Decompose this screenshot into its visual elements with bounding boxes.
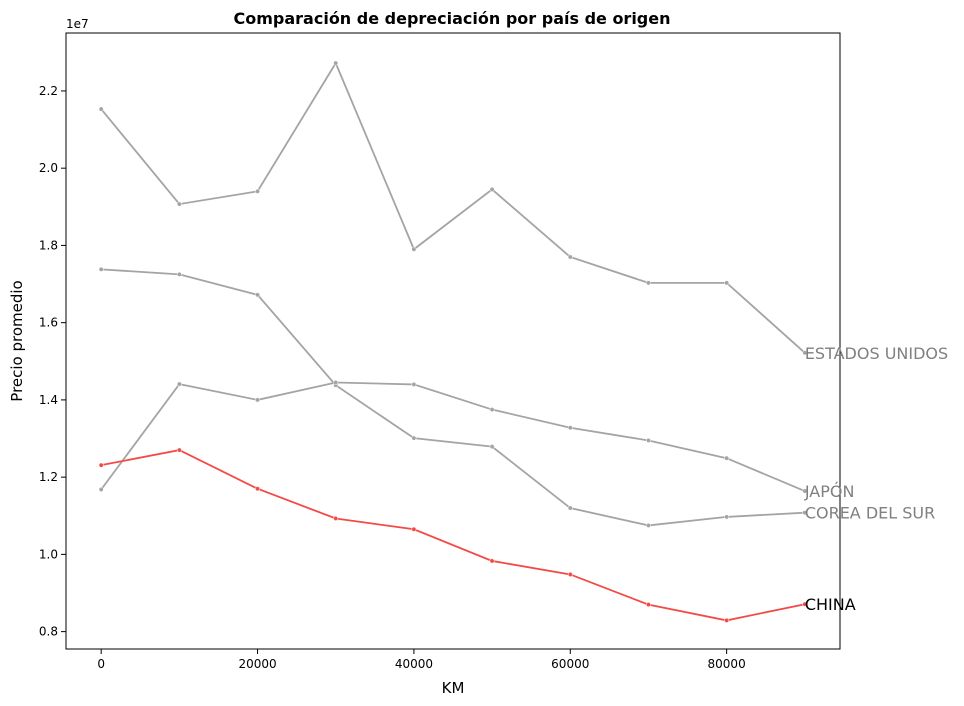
data-point xyxy=(98,462,104,468)
data-point xyxy=(255,292,260,298)
data-point xyxy=(802,510,808,516)
y-tick-label: 1.0 xyxy=(39,547,58,561)
data-point xyxy=(567,505,573,511)
series-end-label: ESTADOS UNIDOS xyxy=(805,344,948,363)
series-line xyxy=(101,268,805,527)
x-axis-title: KM xyxy=(442,679,465,697)
data-point xyxy=(724,455,730,461)
y-tick-label: 1.4 xyxy=(39,393,58,407)
series-end-label: COREA DEL SUR xyxy=(805,504,935,523)
data-point xyxy=(411,381,417,387)
x-tick-label: 80000 xyxy=(708,657,746,671)
data-point xyxy=(176,447,182,453)
x-tick-label: 40000 xyxy=(395,657,433,671)
chart-title: Comparación de depreciación por país de … xyxy=(234,9,671,28)
series-labels: ESTADOS UNIDOS JAPÓN COREA DEL SUR CHINA xyxy=(804,344,948,614)
data-point xyxy=(724,617,730,623)
y-tick-label: 1.2 xyxy=(39,470,58,484)
data-point xyxy=(802,350,808,356)
x-axis: 0 20000 40000 60000 80000 xyxy=(97,649,746,671)
data-point xyxy=(411,435,417,441)
x-tick-label: 20000 xyxy=(238,657,276,671)
data-point xyxy=(255,486,260,492)
y-tick-label: 0.8 xyxy=(39,625,58,639)
data-point xyxy=(646,522,651,528)
data-point xyxy=(802,488,808,494)
series-end-label: JAPÓN xyxy=(804,482,855,501)
data-point xyxy=(333,380,339,385)
data-point xyxy=(489,558,495,564)
data-point xyxy=(489,186,495,192)
data-point xyxy=(646,280,651,286)
y-tick-label: 1.8 xyxy=(39,238,58,252)
series-line xyxy=(101,449,806,622)
data-point xyxy=(646,602,651,608)
data-point xyxy=(567,254,573,260)
plot-frame xyxy=(65,32,841,650)
series-estados-unidos xyxy=(98,60,808,356)
y-axis: 0.8 1.0 1.2 1.4 1.6 1.8 2.0 2.2 xyxy=(39,84,66,639)
data-point xyxy=(98,106,104,112)
data-point xyxy=(333,516,339,521)
data-point xyxy=(411,526,417,532)
data-point xyxy=(724,280,730,286)
y-tick-label: 2.2 xyxy=(39,84,58,98)
series-end-label: CHINA xyxy=(805,595,856,614)
data-point xyxy=(333,60,339,66)
data-point xyxy=(255,397,260,403)
y-axis-title: Precio promedio xyxy=(8,280,26,401)
data-point xyxy=(646,437,651,443)
data-point xyxy=(98,487,104,492)
data-point xyxy=(411,246,417,252)
data-point xyxy=(489,407,495,413)
series-china xyxy=(98,447,808,623)
x-tick-label: 0 xyxy=(97,657,105,671)
y-tick-label: 2.0 xyxy=(39,161,58,175)
data-point xyxy=(176,271,182,277)
data-point xyxy=(802,601,808,607)
data-point xyxy=(567,572,573,577)
data-point xyxy=(176,381,182,387)
series-corea-del-sur xyxy=(98,380,808,494)
plot-area xyxy=(98,60,808,623)
data-point xyxy=(98,266,104,272)
series-line xyxy=(100,61,806,354)
x-tick-label: 60000 xyxy=(551,657,589,671)
data-point xyxy=(724,514,730,520)
y-axis-offset-label: 1e7 xyxy=(66,17,89,31)
data-point xyxy=(255,188,260,194)
data-point xyxy=(176,201,182,207)
y-tick-label: 1.6 xyxy=(39,316,58,330)
series-line xyxy=(100,381,806,492)
data-point xyxy=(489,444,495,450)
data-point xyxy=(567,425,573,431)
